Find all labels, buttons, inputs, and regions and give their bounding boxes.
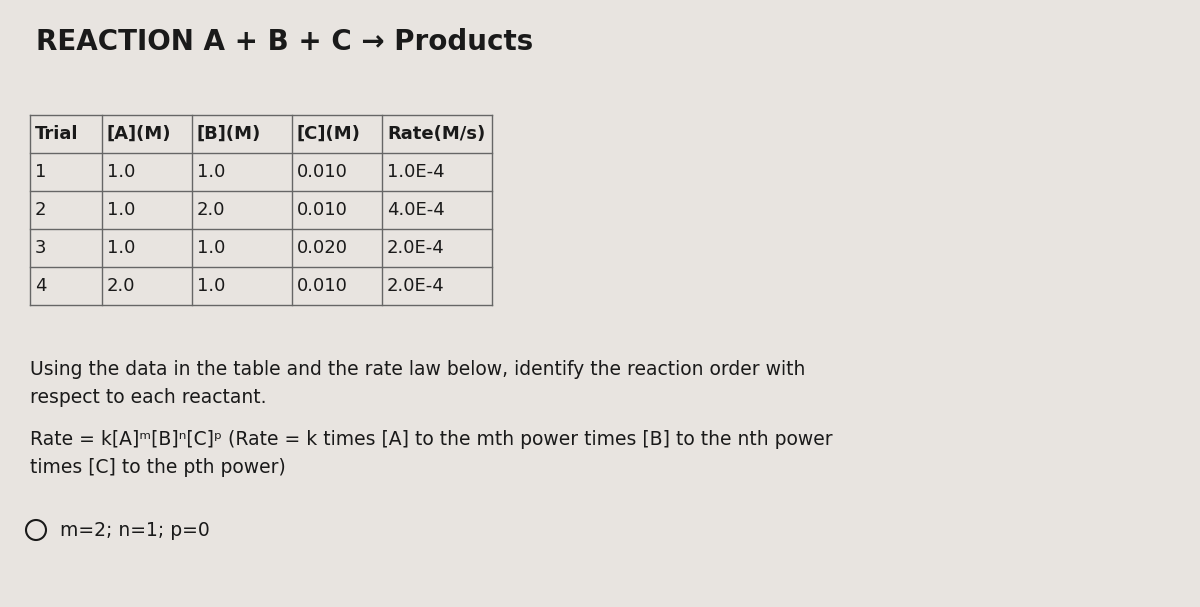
Text: 2.0: 2.0	[197, 201, 226, 219]
Text: 4: 4	[35, 277, 47, 295]
Text: 2.0E-4: 2.0E-4	[386, 277, 445, 295]
Text: [B](M): [B](M)	[197, 125, 262, 143]
Text: Rate(M/s): Rate(M/s)	[386, 125, 485, 143]
Text: 1.0E-4: 1.0E-4	[386, 163, 445, 181]
Text: 0.010: 0.010	[298, 163, 348, 181]
Text: Trial: Trial	[35, 125, 78, 143]
Text: Rate = k[A]ᵐ[B]ⁿ[C]ᵖ (Rate = k times [A] to the mth power times [B] to the nth p: Rate = k[A]ᵐ[B]ⁿ[C]ᵖ (Rate = k times [A]…	[30, 430, 833, 477]
Text: 1.0: 1.0	[107, 239, 136, 257]
Text: m=2; n=1; p=0: m=2; n=1; p=0	[60, 520, 210, 540]
Text: 1.0: 1.0	[107, 163, 136, 181]
Text: 1.0: 1.0	[197, 277, 226, 295]
Text: 0.010: 0.010	[298, 277, 348, 295]
Text: Using the data in the table and the rate law below, identify the reaction order : Using the data in the table and the rate…	[30, 360, 805, 407]
Text: 1.0: 1.0	[197, 239, 226, 257]
Text: 0.020: 0.020	[298, 239, 348, 257]
Text: 1: 1	[35, 163, 47, 181]
Text: 4.0E-4: 4.0E-4	[386, 201, 445, 219]
Text: [A](M): [A](M)	[107, 125, 172, 143]
Text: REACTION A + B + C → Products: REACTION A + B + C → Products	[36, 28, 533, 56]
Text: 0.010: 0.010	[298, 201, 348, 219]
Text: 2: 2	[35, 201, 47, 219]
Text: 2.0E-4: 2.0E-4	[386, 239, 445, 257]
Text: 3: 3	[35, 239, 47, 257]
Text: 1.0: 1.0	[107, 201, 136, 219]
Text: 1.0: 1.0	[197, 163, 226, 181]
Text: 2.0: 2.0	[107, 277, 136, 295]
Text: [C](M): [C](M)	[298, 125, 361, 143]
